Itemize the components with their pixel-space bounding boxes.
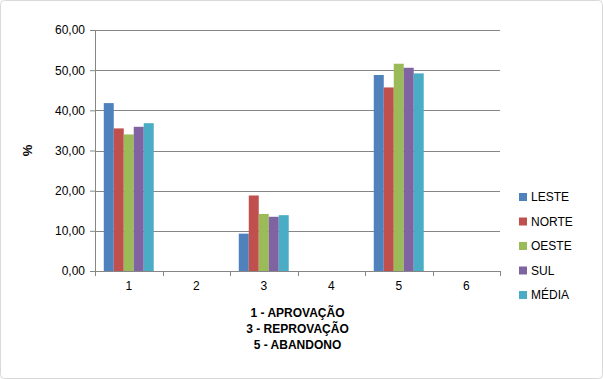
bar [249, 195, 259, 271]
legend-label: MÉDIA [531, 287, 569, 302]
x-tick: 6 [463, 271, 470, 293]
legend-label: OESTE [531, 239, 572, 253]
grid-line [95, 70, 500, 71]
x-separator [230, 271, 231, 276]
bar [374, 75, 384, 271]
y-tick: 60,00 [55, 23, 95, 37]
y-tick: 0,00 [62, 264, 95, 278]
x-separator [163, 271, 164, 276]
legend-swatch [519, 218, 527, 226]
legend-label: NORTE [531, 215, 573, 229]
bar [384, 87, 394, 271]
legend-label: LESTE [531, 190, 569, 204]
y-tick-label: 60,00 [55, 23, 85, 37]
x-axis-title: 1 - APROVAÇÃO [250, 305, 344, 320]
y-tick-mark [90, 271, 95, 272]
x-tick-label: 6 [463, 279, 470, 293]
grid-line [95, 191, 500, 192]
grid-line [95, 30, 500, 31]
x-tick: 1 [125, 271, 132, 293]
bar [279, 215, 289, 271]
x-separator [500, 271, 501, 276]
chart: 0,00 10,00 20,00 30,00 40,00 50,00 60,00 1 2 3 4 5 6… [0, 0, 603, 379]
y-axis-title: % [20, 144, 35, 156]
x-tick: 3 [260, 271, 267, 293]
grid [95, 31, 500, 272]
y-tick-mark [90, 110, 95, 111]
y-tick: 30,00 [55, 144, 95, 158]
x-tick-label: 1 [125, 279, 132, 293]
x-separator [365, 271, 366, 276]
legend-swatch [519, 242, 527, 250]
y-axis-line [95, 31, 96, 272]
y-tick-mark [90, 231, 95, 232]
legend-swatch [519, 193, 527, 201]
bar [269, 217, 279, 271]
bar [144, 123, 154, 271]
y-tick: 20,00 [55, 184, 95, 198]
legend-swatch [519, 291, 527, 299]
x-tick: 2 [193, 271, 200, 293]
y-tick: 50,00 [55, 64, 95, 78]
y-tick-label: 50,00 [55, 64, 85, 78]
x-separator [95, 271, 96, 276]
x-separator [298, 271, 299, 276]
y-tick: 40,00 [55, 104, 95, 118]
y-tick: 10,00 [55, 224, 95, 238]
x-axis-title: 5 - ABANDONO [254, 338, 342, 352]
grid-line [95, 231, 500, 232]
y-axis: 0,00 10,00 20,00 30,00 40,00 50,00 60,00 [55, 23, 96, 278]
x-tick: 5 [395, 271, 402, 293]
bar [414, 73, 424, 271]
legend: LESTE NORTE OESTE SUL MÉDIA [519, 190, 573, 302]
grid-line [95, 151, 500, 152]
y-tick-label: 30,00 [55, 144, 85, 158]
x-tick: 4 [328, 271, 335, 293]
x-tick-label: 3 [260, 279, 267, 293]
y-tick-label: 0,00 [62, 264, 86, 278]
x-separator [433, 271, 434, 276]
y-tick-mark [90, 30, 95, 31]
bar [394, 64, 404, 271]
x-tick-label: 2 [193, 279, 200, 293]
x-tick-label: 4 [328, 279, 335, 293]
bar [404, 68, 414, 271]
y-tick-label: 40,00 [55, 104, 85, 118]
x-axis: 1 2 3 4 5 6 [96, 271, 501, 293]
y-tick-mark [90, 191, 95, 192]
bar [104, 103, 114, 271]
bar [259, 214, 269, 271]
x-axis-title: 3 - REPROVAÇÃO [246, 321, 348, 336]
y-tick-mark [90, 70, 95, 71]
bars [104, 64, 424, 271]
chart-border [1, 1, 603, 379]
legend-swatch [519, 267, 527, 275]
y-tick-label: 10,00 [55, 224, 85, 238]
y-tick-mark [90, 151, 95, 152]
grid-line [95, 110, 500, 111]
bar [124, 134, 134, 271]
y-tick-label: 20,00 [55, 184, 85, 198]
bar [239, 234, 249, 271]
bar [134, 127, 144, 271]
grid-line [95, 271, 500, 272]
bar [114, 128, 124, 271]
x-tick-label: 5 [395, 279, 402, 293]
legend-label: SUL [531, 264, 555, 278]
